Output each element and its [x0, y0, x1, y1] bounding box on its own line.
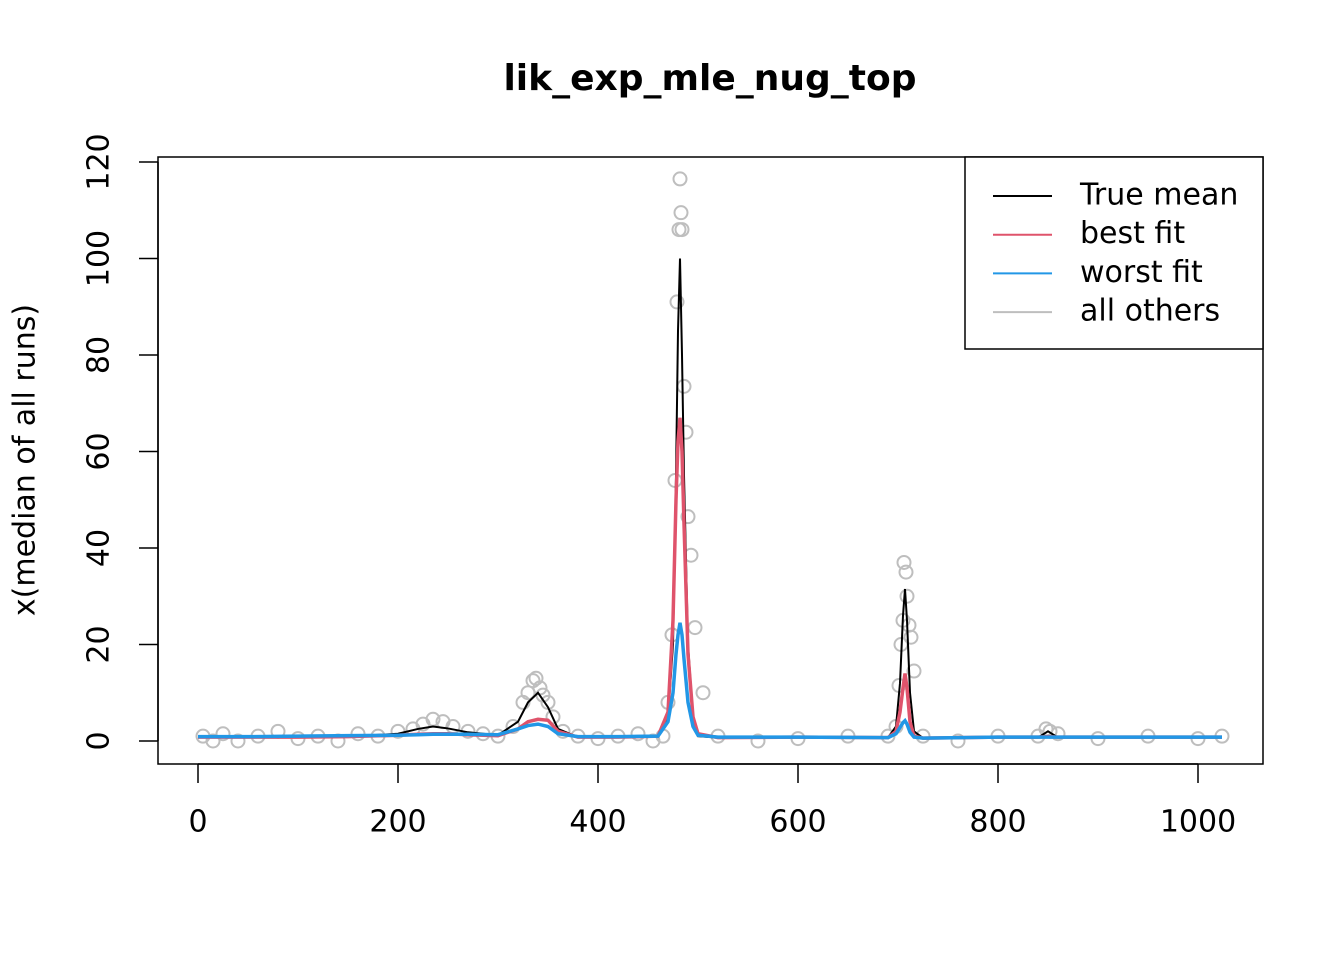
- x-tick-label: 600: [769, 805, 826, 840]
- chart-title: lik_exp_mle_nug_top: [503, 58, 916, 99]
- data-point: [695, 685, 711, 701]
- data-point: [750, 733, 766, 749]
- data-point: [903, 629, 919, 645]
- data-point: [205, 733, 221, 749]
- y-tick-label: 20: [82, 625, 117, 663]
- data-point: [630, 726, 646, 742]
- data-point: [669, 294, 685, 310]
- x-tick-label: 200: [369, 805, 426, 840]
- legend-label: all others: [1080, 294, 1220, 329]
- legend-label: best fit: [1080, 216, 1185, 251]
- y-tick-label: 120: [82, 133, 117, 190]
- data-point: [899, 588, 915, 604]
- x-tick-label: 1000: [1160, 805, 1236, 840]
- series-line: [198, 258, 1222, 740]
- data-point: [898, 564, 914, 580]
- series-line: [198, 622, 1222, 740]
- plot-frame: [157, 156, 1264, 765]
- y-tick-label: 60: [82, 432, 117, 470]
- data-point: [680, 509, 696, 525]
- y-tick-label: 100: [82, 230, 117, 287]
- data-point: [896, 554, 912, 570]
- data-point: [672, 171, 688, 187]
- data-point: [230, 733, 246, 749]
- x-tick-label: 400: [569, 805, 626, 840]
- y-tick-label: 80: [82, 336, 117, 374]
- x-tick-label: 800: [969, 805, 1026, 840]
- data-point: [674, 222, 690, 238]
- data-point: [673, 205, 689, 221]
- legend-label: True mean: [1079, 178, 1238, 213]
- legend-label: worst fit: [1080, 255, 1203, 290]
- data-point: [528, 670, 544, 686]
- y-tick-label: 40: [82, 529, 117, 567]
- y-tick-label: 0: [82, 731, 117, 750]
- data-point: [906, 663, 922, 679]
- data-point: [215, 726, 231, 742]
- legend-box: [964, 156, 1264, 350]
- data-point: [950, 733, 966, 749]
- data-point: [350, 726, 366, 742]
- x-tick-label: 0: [188, 805, 207, 840]
- y-axis-label: x(median of all runs): [8, 304, 43, 616]
